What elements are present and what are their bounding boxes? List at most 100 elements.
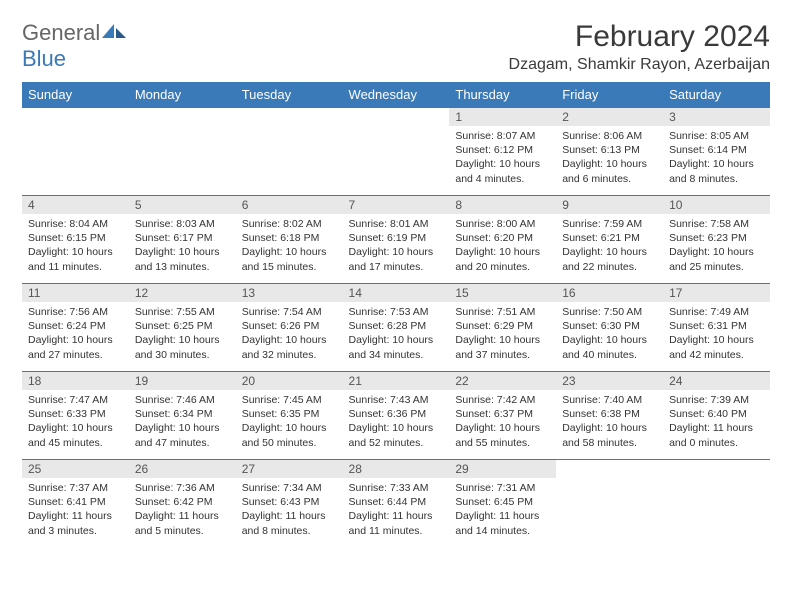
day-number: 17	[663, 284, 770, 302]
day-details: Sunrise: 8:00 AMSunset: 6:20 PMDaylight:…	[449, 214, 556, 278]
day-details: Sunrise: 7:42 AMSunset: 6:37 PMDaylight:…	[449, 390, 556, 454]
calendar-day: 8Sunrise: 8:00 AMSunset: 6:20 PMDaylight…	[449, 196, 556, 284]
logo-part1: General	[22, 20, 100, 45]
calendar-day: 16Sunrise: 7:50 AMSunset: 6:30 PMDayligh…	[556, 284, 663, 372]
logo: General Blue	[22, 20, 128, 72]
day-header: Saturday	[663, 82, 770, 108]
header: General Blue February 2024 Dzagam, Shamk…	[22, 20, 770, 74]
calendar-week: 18Sunrise: 7:47 AMSunset: 6:33 PMDayligh…	[22, 372, 770, 460]
day-details: Sunrise: 8:03 AMSunset: 6:17 PMDaylight:…	[129, 214, 236, 278]
calendar-day: 12Sunrise: 7:55 AMSunset: 6:25 PMDayligh…	[129, 284, 236, 372]
day-details: Sunrise: 7:46 AMSunset: 6:34 PMDaylight:…	[129, 390, 236, 454]
day-details: Sunrise: 7:47 AMSunset: 6:33 PMDaylight:…	[22, 390, 129, 454]
day-number: 13	[236, 284, 343, 302]
calendar-day: 29Sunrise: 7:31 AMSunset: 6:45 PMDayligh…	[449, 460, 556, 548]
logo-text: General Blue	[22, 20, 128, 72]
day-details: Sunrise: 7:39 AMSunset: 6:40 PMDaylight:…	[663, 390, 770, 454]
calendar-day: 9Sunrise: 7:59 AMSunset: 6:21 PMDaylight…	[556, 196, 663, 284]
calendar-day: 24Sunrise: 7:39 AMSunset: 6:40 PMDayligh…	[663, 372, 770, 460]
day-number: 4	[22, 196, 129, 214]
day-header: Tuesday	[236, 82, 343, 108]
day-header: Thursday	[449, 82, 556, 108]
calendar-day: 10Sunrise: 7:58 AMSunset: 6:23 PMDayligh…	[663, 196, 770, 284]
calendar-day: 21Sunrise: 7:43 AMSunset: 6:36 PMDayligh…	[343, 372, 450, 460]
day-details: Sunrise: 7:33 AMSunset: 6:44 PMDaylight:…	[343, 478, 450, 542]
title-block: February 2024 Dzagam, Shamkir Rayon, Aze…	[509, 20, 770, 74]
day-details: Sunrise: 7:54 AMSunset: 6:26 PMDaylight:…	[236, 302, 343, 366]
day-number: 3	[663, 108, 770, 126]
day-details: Sunrise: 7:56 AMSunset: 6:24 PMDaylight:…	[22, 302, 129, 366]
day-number: 20	[236, 372, 343, 390]
day-details: Sunrise: 7:45 AMSunset: 6:35 PMDaylight:…	[236, 390, 343, 454]
day-number: 7	[343, 196, 450, 214]
calendar-week: 25Sunrise: 7:37 AMSunset: 6:41 PMDayligh…	[22, 460, 770, 548]
calendar-day: 11Sunrise: 7:56 AMSunset: 6:24 PMDayligh…	[22, 284, 129, 372]
calendar-empty	[556, 460, 663, 548]
day-details: Sunrise: 7:49 AMSunset: 6:31 PMDaylight:…	[663, 302, 770, 366]
calendar-table: SundayMondayTuesdayWednesdayThursdayFrid…	[22, 82, 770, 548]
day-number: 19	[129, 372, 236, 390]
calendar-day: 4Sunrise: 8:04 AMSunset: 6:15 PMDaylight…	[22, 196, 129, 284]
day-number: 2	[556, 108, 663, 126]
logo-sail-icon	[100, 22, 128, 40]
calendar-day: 3Sunrise: 8:05 AMSunset: 6:14 PMDaylight…	[663, 108, 770, 196]
day-header: Monday	[129, 82, 236, 108]
day-number: 14	[343, 284, 450, 302]
day-details: Sunrise: 7:59 AMSunset: 6:21 PMDaylight:…	[556, 214, 663, 278]
day-number: 23	[556, 372, 663, 390]
month-title: February 2024	[509, 20, 770, 54]
day-number: 27	[236, 460, 343, 478]
calendar-day: 23Sunrise: 7:40 AMSunset: 6:38 PMDayligh…	[556, 372, 663, 460]
day-details: Sunrise: 8:02 AMSunset: 6:18 PMDaylight:…	[236, 214, 343, 278]
day-number: 16	[556, 284, 663, 302]
day-number: 28	[343, 460, 450, 478]
day-number: 21	[343, 372, 450, 390]
calendar-empty	[663, 460, 770, 548]
calendar-week: 1Sunrise: 8:07 AMSunset: 6:12 PMDaylight…	[22, 108, 770, 196]
day-header: Friday	[556, 82, 663, 108]
day-number: 24	[663, 372, 770, 390]
location: Dzagam, Shamkir Rayon, Azerbaijan	[509, 56, 770, 74]
calendar-body: 1Sunrise: 8:07 AMSunset: 6:12 PMDaylight…	[22, 108, 770, 548]
day-number: 8	[449, 196, 556, 214]
calendar-day: 22Sunrise: 7:42 AMSunset: 6:37 PMDayligh…	[449, 372, 556, 460]
calendar-empty	[343, 108, 450, 196]
day-number: 10	[663, 196, 770, 214]
calendar-day: 17Sunrise: 7:49 AMSunset: 6:31 PMDayligh…	[663, 284, 770, 372]
calendar-day: 5Sunrise: 8:03 AMSunset: 6:17 PMDaylight…	[129, 196, 236, 284]
calendar-day: 13Sunrise: 7:54 AMSunset: 6:26 PMDayligh…	[236, 284, 343, 372]
day-details: Sunrise: 8:06 AMSunset: 6:13 PMDaylight:…	[556, 126, 663, 190]
calendar-day: 27Sunrise: 7:34 AMSunset: 6:43 PMDayligh…	[236, 460, 343, 548]
day-number: 5	[129, 196, 236, 214]
day-details: Sunrise: 7:31 AMSunset: 6:45 PMDaylight:…	[449, 478, 556, 542]
day-number: 6	[236, 196, 343, 214]
calendar-day: 18Sunrise: 7:47 AMSunset: 6:33 PMDayligh…	[22, 372, 129, 460]
day-details: Sunrise: 8:04 AMSunset: 6:15 PMDaylight:…	[22, 214, 129, 278]
day-number: 29	[449, 460, 556, 478]
calendar-empty	[129, 108, 236, 196]
calendar-day: 15Sunrise: 7:51 AMSunset: 6:29 PMDayligh…	[449, 284, 556, 372]
calendar-day: 25Sunrise: 7:37 AMSunset: 6:41 PMDayligh…	[22, 460, 129, 548]
day-number: 18	[22, 372, 129, 390]
calendar-day: 6Sunrise: 8:02 AMSunset: 6:18 PMDaylight…	[236, 196, 343, 284]
calendar-day: 20Sunrise: 7:45 AMSunset: 6:35 PMDayligh…	[236, 372, 343, 460]
day-header: Sunday	[22, 82, 129, 108]
day-details: Sunrise: 7:43 AMSunset: 6:36 PMDaylight:…	[343, 390, 450, 454]
calendar-week: 4Sunrise: 8:04 AMSunset: 6:15 PMDaylight…	[22, 196, 770, 284]
day-number: 15	[449, 284, 556, 302]
calendar-day: 14Sunrise: 7:53 AMSunset: 6:28 PMDayligh…	[343, 284, 450, 372]
calendar-empty	[236, 108, 343, 196]
calendar-day: 26Sunrise: 7:36 AMSunset: 6:42 PMDayligh…	[129, 460, 236, 548]
day-details: Sunrise: 7:37 AMSunset: 6:41 PMDaylight:…	[22, 478, 129, 542]
day-details: Sunrise: 7:55 AMSunset: 6:25 PMDaylight:…	[129, 302, 236, 366]
calendar-week: 11Sunrise: 7:56 AMSunset: 6:24 PMDayligh…	[22, 284, 770, 372]
day-number: 11	[22, 284, 129, 302]
day-number: 12	[129, 284, 236, 302]
day-number: 26	[129, 460, 236, 478]
day-details: Sunrise: 7:36 AMSunset: 6:42 PMDaylight:…	[129, 478, 236, 542]
day-details: Sunrise: 7:58 AMSunset: 6:23 PMDaylight:…	[663, 214, 770, 278]
day-number: 9	[556, 196, 663, 214]
calendar-day: 2Sunrise: 8:06 AMSunset: 6:13 PMDaylight…	[556, 108, 663, 196]
day-header-row: SundayMondayTuesdayWednesdayThursdayFrid…	[22, 82, 770, 108]
day-details: Sunrise: 7:34 AMSunset: 6:43 PMDaylight:…	[236, 478, 343, 542]
